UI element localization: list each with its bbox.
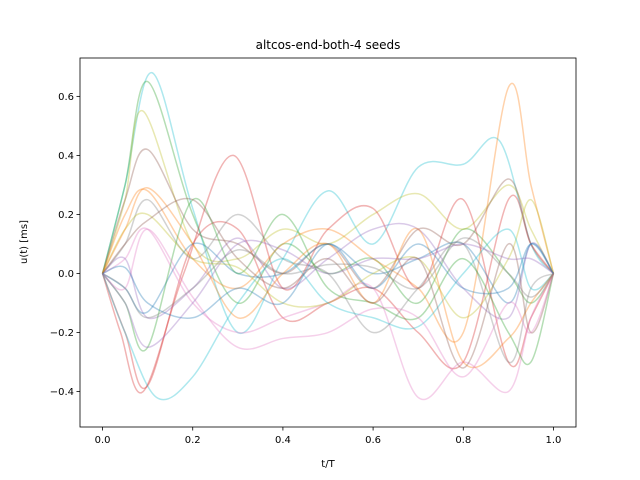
x-tick-label: 0.6 <box>365 435 381 446</box>
series-line-15 <box>101 187 555 369</box>
plot-area <box>79 57 577 428</box>
y-axis: −0.4 −0.2 0.0 0.2 0.4 0.6 <box>50 92 80 398</box>
x-tick-label: 0.4 <box>275 435 291 446</box>
series-line-19 <box>101 239 554 349</box>
series-line-2 <box>101 80 555 304</box>
y-tick-label: −0.2 <box>50 328 74 339</box>
y-tick-label: 0.4 <box>58 151 74 162</box>
series-line-17 <box>102 228 555 378</box>
y-tick-label: 0.2 <box>58 210 74 221</box>
chart-title: altcos-end-both-4 seeds <box>256 38 401 52</box>
series-line-16 <box>101 197 555 369</box>
series-line-4 <box>101 82 555 343</box>
y-tick-label: −0.4 <box>50 387 74 398</box>
y-tick-label: 0.6 <box>58 92 74 103</box>
series-line-5 <box>101 148 555 290</box>
series-line-6 <box>101 154 555 394</box>
series-line-20 <box>102 243 555 319</box>
x-tick-label: 0.8 <box>455 435 471 446</box>
series-line-7 <box>101 194 555 390</box>
series-line-14 <box>101 228 554 401</box>
series-line-10 <box>102 241 555 314</box>
y-axis-label: u(t) [ms] <box>19 220 30 264</box>
y-tick-label: 0.0 <box>58 269 74 280</box>
x-axis-label: t/T <box>321 459 335 470</box>
series-line-3 <box>101 110 555 274</box>
series-line-13 <box>101 198 555 319</box>
axes-frame <box>79 57 577 428</box>
series-line-1 <box>101 72 555 334</box>
series-line-12 <box>101 197 555 366</box>
x-axis: 0.0 0.2 0.4 0.6 0.8 1.0 <box>95 427 562 446</box>
series-line-18 <box>102 237 555 319</box>
x-tick-label: 0.2 <box>185 435 201 446</box>
series-layer <box>101 72 555 401</box>
series-line-11 <box>101 198 554 363</box>
series-line-8 <box>102 227 555 401</box>
x-tick-label: 1.0 <box>546 435 562 446</box>
series-line-9 <box>102 222 555 320</box>
x-tick-label: 0.0 <box>95 435 111 446</box>
